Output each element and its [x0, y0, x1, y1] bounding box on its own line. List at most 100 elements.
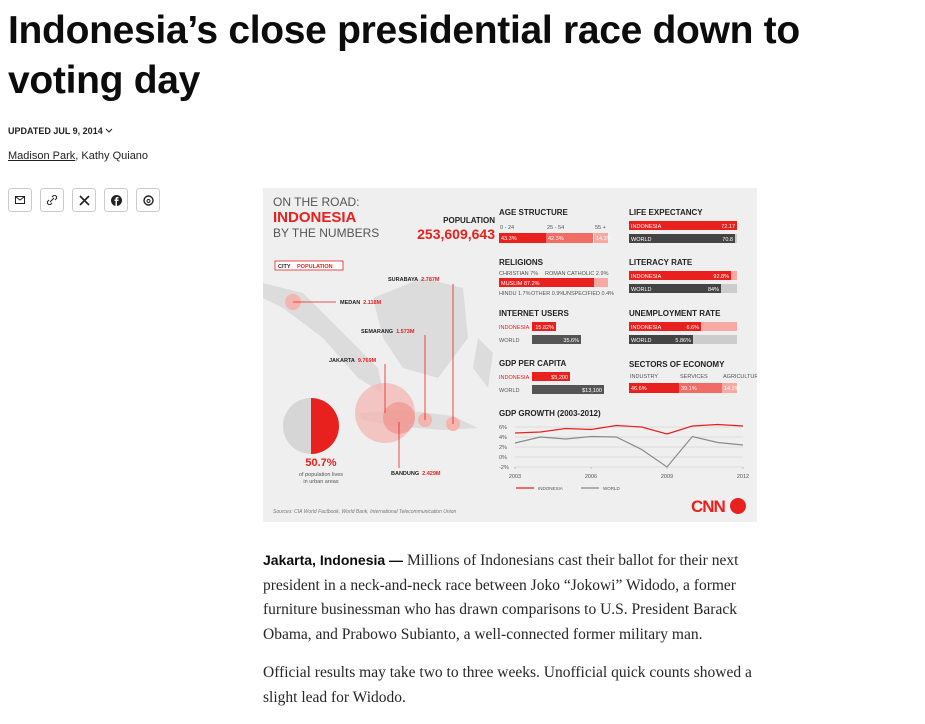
- x-tick-label: 2003: [509, 474, 521, 480]
- row-label: INDONESIA: [631, 325, 662, 331]
- kicker: ON THE ROAD:: [273, 195, 359, 209]
- article-body: Jakarta, Indonesia — Millions of Indones…: [263, 548, 763, 724]
- author: Kathy Quiano: [81, 150, 149, 162]
- page: Indonesia’s close presidential race down…: [8, 9, 801, 706]
- city-population: 9.769M: [358, 358, 377, 364]
- city-population: 2.118M: [363, 300, 381, 306]
- urban-text: of population lives: [299, 472, 343, 478]
- legend-population: POPULATION: [297, 264, 333, 270]
- bar: [722, 383, 737, 393]
- dateline: Jakarta, Indonesia —: [263, 552, 404, 568]
- section-title: LITERACY RATE: [629, 258, 693, 267]
- row-label: WORLD: [631, 237, 652, 243]
- updated-date[interactable]: UPDATED JUL 9, 2014: [8, 126, 113, 136]
- share-bar: [8, 188, 160, 212]
- share-x[interactable]: [72, 188, 96, 212]
- urban-value: 50.7%: [305, 457, 336, 469]
- bar: [629, 322, 701, 331]
- row-label: WORLD: [631, 287, 652, 293]
- age-label: 0 - 24: [500, 225, 514, 231]
- section-title: RELIGIONS: [499, 258, 544, 267]
- section-title: AGE STRUCTURE: [499, 208, 569, 217]
- row-label: INDONESIA: [631, 224, 662, 230]
- bar: [532, 385, 604, 394]
- row-label: INDONESIA: [499, 375, 530, 381]
- line-series: [514, 435, 744, 468]
- age-value: 14.3%: [596, 236, 612, 242]
- row-value: 6.6%: [686, 325, 699, 331]
- bar: [499, 278, 594, 287]
- religion-label: UNSPECIFIED 0.4%: [563, 291, 614, 297]
- x-tick-label: 2012: [737, 474, 749, 480]
- y-tick-label: 2%: [499, 445, 507, 451]
- row-label: WORLD: [499, 338, 520, 344]
- bar: [532, 372, 570, 381]
- row-value: $5,200: [551, 375, 568, 381]
- city-name: BANDUNG: [391, 471, 419, 477]
- row-label: WORLD: [499, 388, 520, 394]
- bar: [532, 322, 556, 331]
- row-value: 35.6%: [563, 338, 579, 344]
- row-value: 70.8: [722, 237, 733, 243]
- chevron-icon: [105, 128, 113, 133]
- share-facebook[interactable]: [104, 188, 128, 212]
- legend-city: CITY: [278, 264, 291, 270]
- section-title: UNEMPLOYMENT RATE: [629, 309, 721, 318]
- author-link[interactable]: Madison Park: [8, 150, 76, 162]
- row-value: 72.17: [721, 224, 735, 230]
- urban-pie-slice: [311, 398, 339, 454]
- y-tick-label: 6%: [499, 425, 507, 431]
- bar: [499, 233, 546, 243]
- sector-value: 14.3%: [724, 386, 740, 392]
- city-leaders: [293, 284, 454, 468]
- bar: [629, 284, 721, 293]
- legend-label: INDONESIA: [538, 486, 563, 491]
- row-value: 92.8%: [713, 274, 729, 280]
- bar: [679, 383, 722, 393]
- legend-label: WORLD: [603, 486, 621, 491]
- share-link[interactable]: [40, 188, 64, 212]
- sources: Sources: CIA World Factbook, World Bank,…: [273, 509, 457, 515]
- religion-label: ROMAN CATHOLIC 2.9%: [545, 271, 609, 277]
- religion-label: OTHER 0.9%: [531, 291, 564, 297]
- city-name: SEMARANG: [361, 329, 393, 335]
- updated-text: UPDATED JUL 9, 2014: [8, 126, 103, 136]
- urban-text: in urban areas: [303, 479, 338, 485]
- bar: [629, 383, 679, 393]
- city-population: 1.573M: [396, 329, 415, 335]
- age-value: 42.3%: [548, 236, 564, 242]
- population: 253,609,643: [417, 226, 495, 242]
- religion-main: MUSLIM 87.2%: [501, 281, 540, 287]
- x-tick-label: 2009: [661, 474, 673, 480]
- religion-label: HINDU 1.7%: [499, 291, 531, 297]
- share-threads[interactable]: [136, 188, 160, 212]
- row-value: 5.86%: [675, 338, 691, 344]
- share-email[interactable]: [8, 188, 32, 212]
- paragraph: Jakarta, Indonesia — Millions of Indones…: [263, 548, 763, 647]
- paragraph-text: Official results may take two to three w…: [263, 664, 752, 706]
- x-tick-label: 2006: [585, 474, 597, 480]
- bar: [532, 335, 581, 344]
- bar: [629, 271, 731, 280]
- paragraph: Official results may take two to three w…: [263, 661, 763, 710]
- paragraph-text: Millions of Indonesians cast their ballo…: [263, 552, 739, 643]
- sector-value: 39.1%: [681, 386, 697, 392]
- y-tick-label: 0%: [499, 455, 507, 461]
- sector-value: 46.6%: [631, 386, 647, 392]
- age-label: 25 - 54: [547, 225, 564, 231]
- section-title: LIFE EXPECTANCY: [629, 208, 703, 217]
- section-title: INTERNET USERS: [499, 309, 569, 318]
- line-series: [514, 423, 744, 435]
- chart-title: GDP GROWTH (2003-2012): [499, 409, 601, 418]
- sector-label: AGRICULTURE: [723, 374, 757, 380]
- bar: [594, 233, 608, 243]
- cnn-logo: CNN: [691, 497, 726, 516]
- age-value: 43.3%: [501, 236, 517, 242]
- city-name: MEDAN: [340, 300, 360, 306]
- row-label: INDONESIA: [499, 325, 530, 331]
- bar: [629, 234, 735, 243]
- row-label: INDONESIA: [631, 274, 662, 280]
- stat-bars: [499, 221, 737, 394]
- city-population: 2.429M: [422, 471, 441, 477]
